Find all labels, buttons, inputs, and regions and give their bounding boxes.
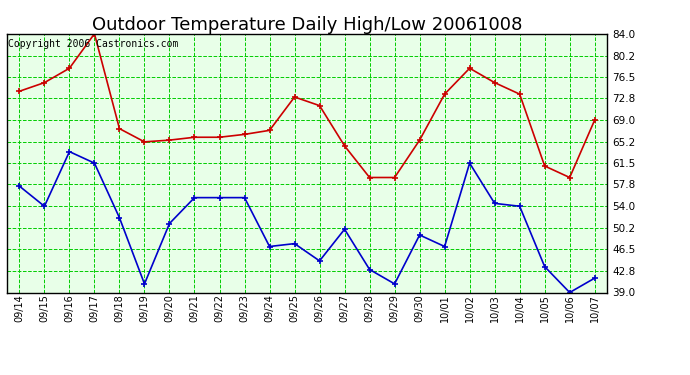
Title: Outdoor Temperature Daily High/Low 20061008: Outdoor Temperature Daily High/Low 20061… (92, 16, 522, 34)
Text: Copyright 2006 Castronics.com: Copyright 2006 Castronics.com (8, 39, 179, 49)
